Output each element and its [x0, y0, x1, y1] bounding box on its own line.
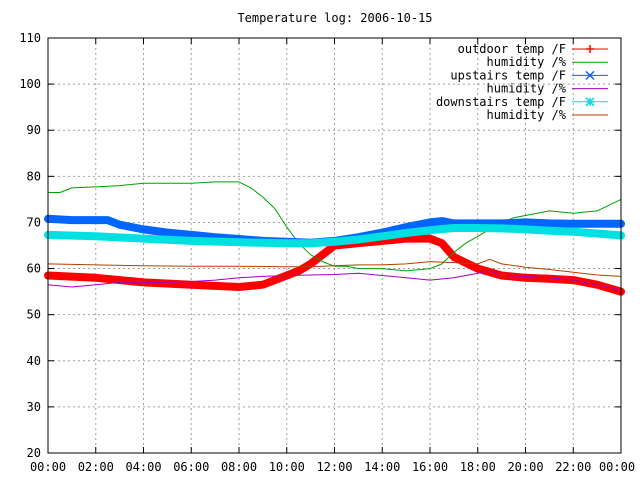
x-tick-label: 04:00 — [125, 460, 161, 474]
x-tick-label: 02:00 — [78, 460, 114, 474]
x-tick-label: 12:00 — [316, 460, 352, 474]
x-tick-label: 18:00 — [460, 460, 496, 474]
series-line-1 — [44, 234, 625, 296]
series-line-6 — [47, 258, 622, 277]
x-tick-label: 00:00 — [30, 460, 66, 474]
y-tick-label: 110 — [19, 31, 41, 45]
chart-title: Temperature log: 2006-10-15 — [237, 11, 432, 25]
legend-label: humidity /% — [487, 82, 567, 96]
y-tick-label: 90 — [27, 123, 41, 137]
x-tick-label: 20:00 — [507, 460, 543, 474]
axes: 20 30 40 50 60 70 80 90 100 110 00:00 02:00 04:00 06:… — [19, 31, 635, 474]
y-tick-label: 80 — [27, 169, 41, 183]
y-tick-label: 100 — [19, 77, 41, 91]
series-line-4 — [47, 270, 622, 291]
x-tick-label: 16:00 — [412, 460, 448, 474]
legend-label: humidity /% — [487, 55, 567, 69]
y-tick-label: 50 — [27, 308, 41, 322]
x-tick-label: 00:00 — [599, 460, 635, 474]
y-tick-label: 30 — [27, 400, 41, 414]
legend-label: upstairs temp /F — [450, 68, 566, 82]
legend-label: outdoor temp /F — [458, 42, 566, 56]
y-tick-label: 20 — [27, 446, 41, 460]
x-tick-label: 06:00 — [173, 460, 209, 474]
y-tick-label: 70 — [27, 215, 41, 229]
legend-marker-star — [585, 97, 595, 107]
legend-marker-cross — [585, 70, 595, 80]
y-tick-label: 40 — [27, 354, 41, 368]
legend-label: humidity /% — [487, 108, 567, 122]
x-tick-label: 14:00 — [364, 460, 400, 474]
y-tick-label: 60 — [27, 262, 41, 276]
series-line-5 — [44, 224, 625, 248]
plot-frame — [47, 37, 622, 454]
x-tick-label: 08:00 — [221, 460, 257, 474]
x-tick-label: 22:00 — [555, 460, 591, 474]
legend-label: downstairs temp /F — [436, 95, 566, 109]
grid-lines — [48, 38, 621, 453]
series-lines — [44, 181, 625, 296]
x-tick-label: 10:00 — [269, 460, 305, 474]
legend-marker-plus — [586, 45, 594, 53]
